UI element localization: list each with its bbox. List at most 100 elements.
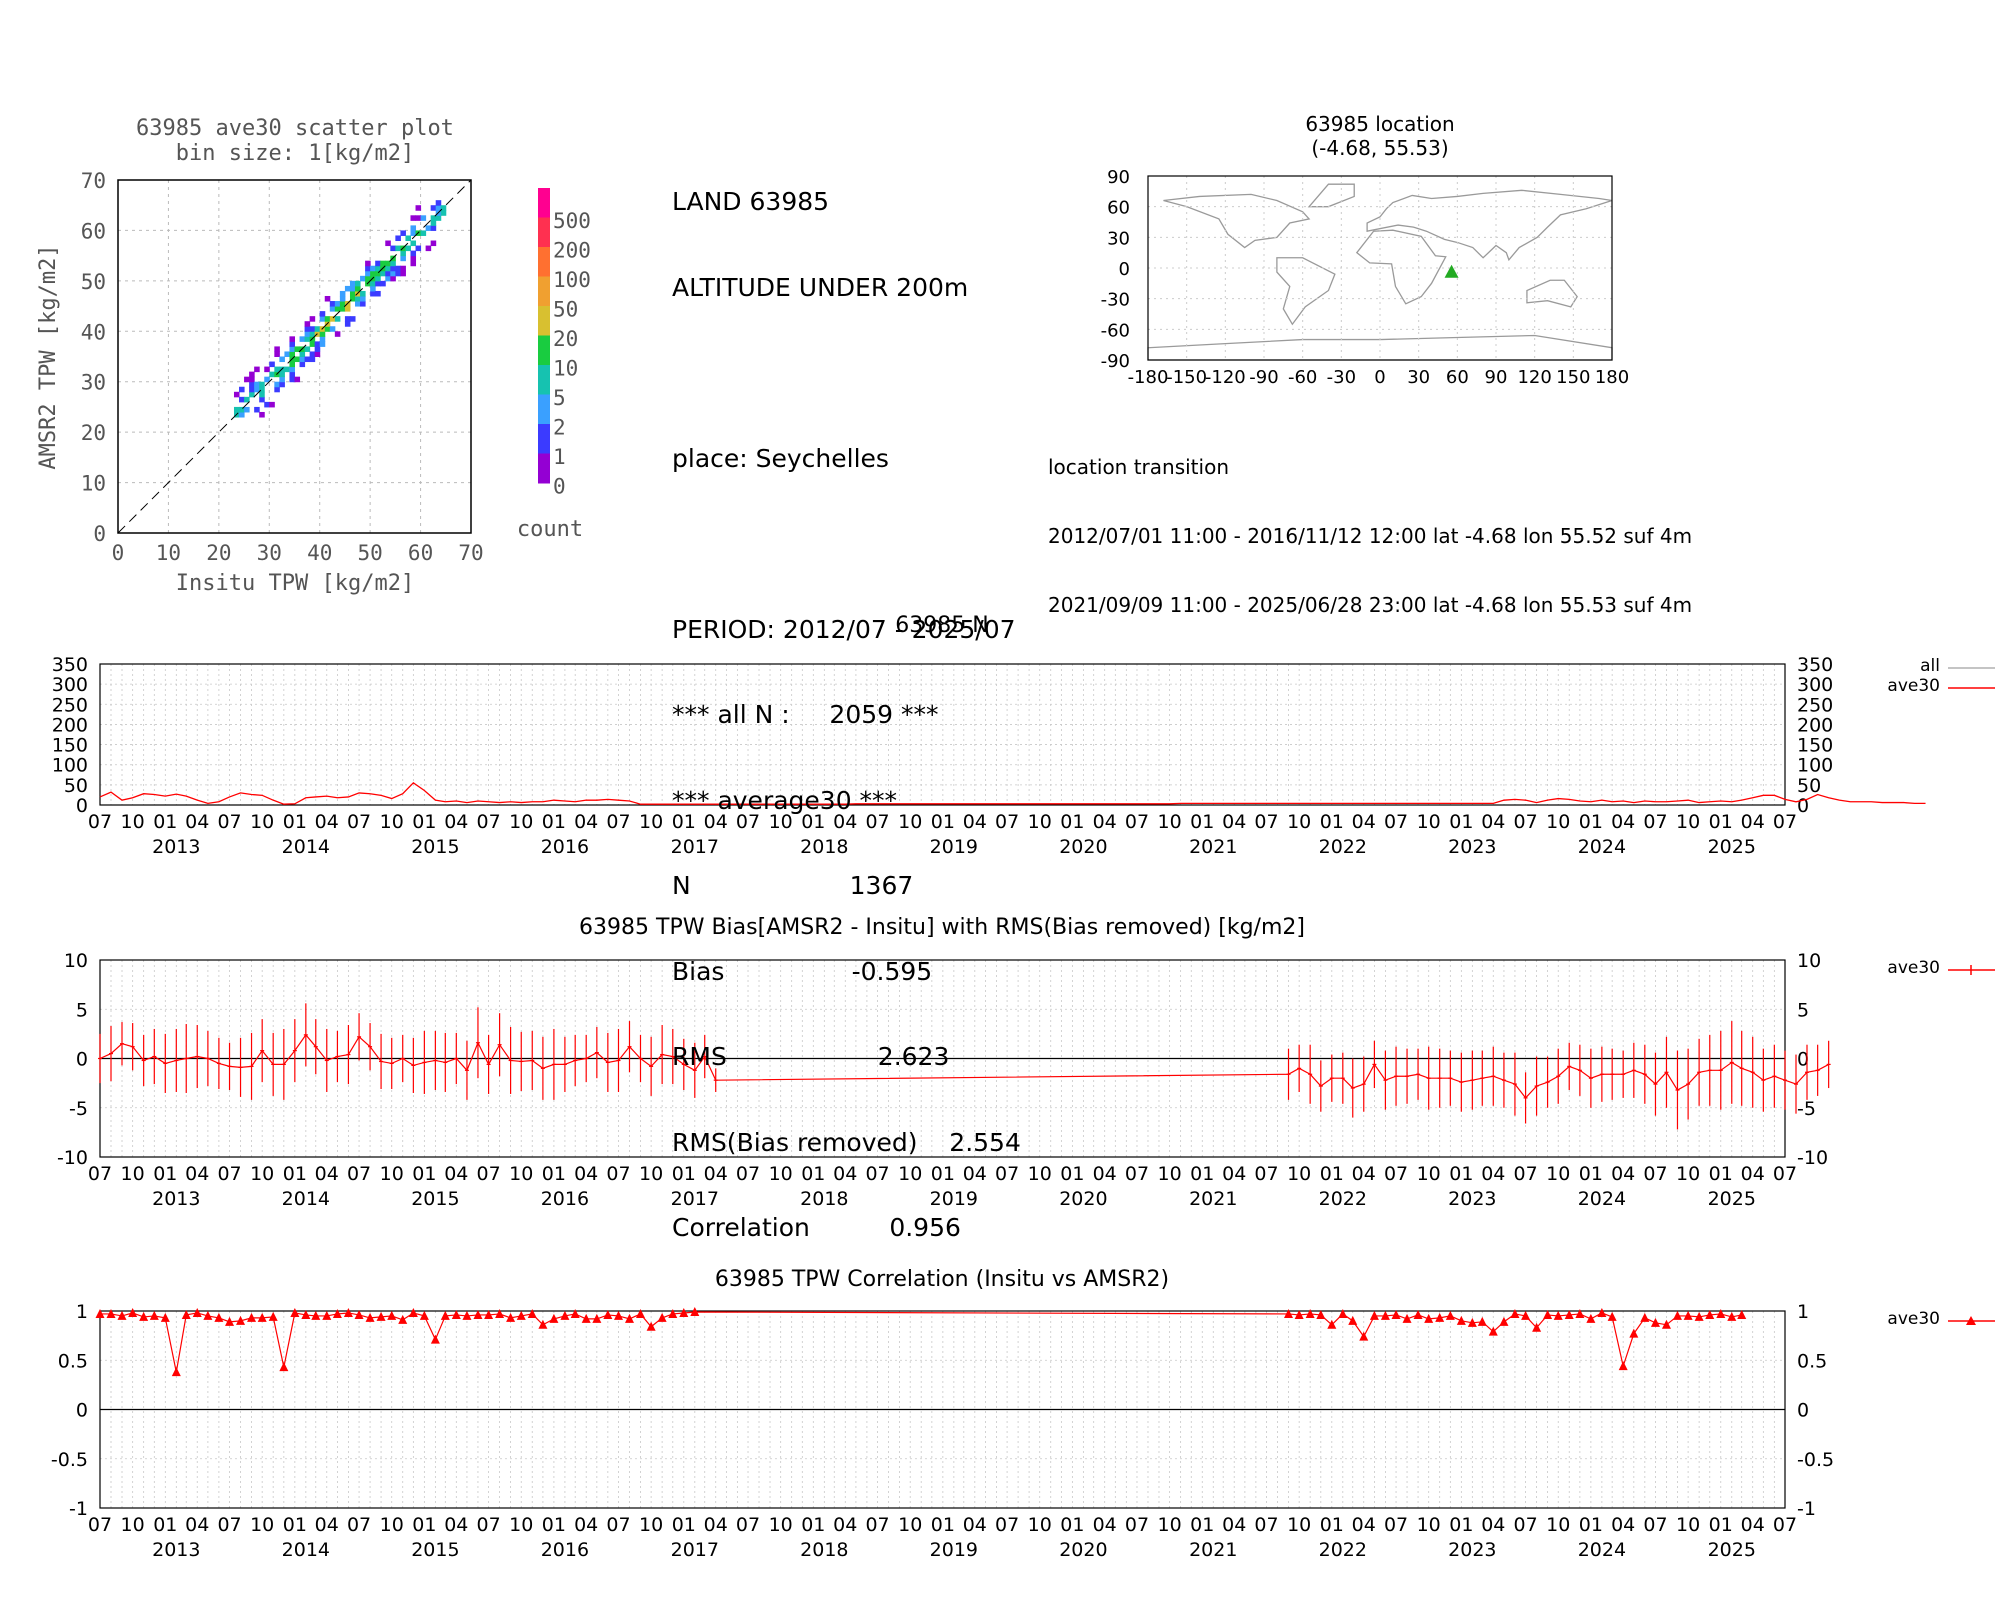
scatter-bin bbox=[400, 265, 406, 272]
corr-point bbox=[1499, 1316, 1509, 1326]
month-label: 10 bbox=[1028, 1163, 1052, 1185]
corr-point bbox=[462, 1310, 472, 1320]
scatter-bin bbox=[395, 235, 401, 242]
corr-point bbox=[679, 1307, 689, 1317]
corr-point bbox=[473, 1309, 483, 1319]
scatter-ytick: 50 bbox=[81, 270, 106, 294]
month-label: 07 bbox=[1384, 1514, 1408, 1536]
month-label: 07 bbox=[1254, 1163, 1278, 1185]
year-label: 2018 bbox=[800, 1539, 848, 1561]
legend-ave30-label: ave30 bbox=[1887, 958, 1940, 978]
year-label: 2019 bbox=[930, 1539, 978, 1561]
scatter-bin bbox=[415, 205, 422, 211]
stats-line: N 1367 bbox=[672, 871, 914, 900]
corr-point bbox=[1521, 1310, 1531, 1320]
corr-point bbox=[236, 1315, 246, 1325]
scatter-bin bbox=[440, 210, 447, 216]
ytick-left: -0.5 bbox=[51, 1449, 88, 1471]
month-label: 07 bbox=[1125, 1514, 1149, 1536]
scatter-bin bbox=[400, 270, 406, 277]
month-label: 07 bbox=[88, 1514, 112, 1536]
month-label: 07 bbox=[865, 811, 889, 833]
month-label: 10 bbox=[1676, 1514, 1700, 1536]
corr-point bbox=[1488, 1326, 1498, 1336]
corr-point bbox=[657, 1312, 667, 1322]
scatter-bin bbox=[349, 295, 356, 302]
month-label: 10 bbox=[380, 811, 404, 833]
ytick-left: 0.5 bbox=[58, 1350, 88, 1372]
ytick-left: 350 bbox=[52, 654, 88, 676]
map-subtitle: (-4.68, 55.53) bbox=[1311, 136, 1448, 160]
scatter-bin bbox=[370, 285, 376, 292]
month-label: 04 bbox=[1481, 811, 1505, 833]
map-coastline bbox=[1366, 189, 1613, 262]
month-label: 10 bbox=[898, 811, 922, 833]
corr-title: 63985 TPW Correlation (Insitu vs AMSR2) bbox=[715, 1267, 1169, 1292]
corr-point bbox=[117, 1310, 127, 1320]
corr-point bbox=[247, 1312, 257, 1322]
scatter-bin bbox=[334, 306, 341, 312]
map-coastline bbox=[1526, 279, 1578, 308]
month-label: 10 bbox=[1546, 811, 1570, 833]
scatter-bin bbox=[299, 361, 306, 368]
month-label: 10 bbox=[121, 1514, 145, 1536]
map-xtick: -30 bbox=[1327, 367, 1356, 388]
year-label: 2022 bbox=[1319, 836, 1367, 858]
scatter-bin bbox=[299, 351, 306, 357]
month-label: 01 bbox=[1060, 1514, 1084, 1536]
station-marker bbox=[1444, 264, 1459, 278]
scatter-bin bbox=[349, 290, 356, 297]
corr-point bbox=[1316, 1309, 1326, 1319]
colorbar-label: 5 bbox=[553, 386, 566, 410]
scatter-bin bbox=[289, 336, 295, 342]
month-label: 01 bbox=[1449, 1163, 1473, 1185]
year-label: 2023 bbox=[1448, 836, 1496, 858]
month-label: 10 bbox=[639, 1514, 663, 1536]
scatter-bin bbox=[344, 285, 351, 292]
month-label: 01 bbox=[542, 1163, 566, 1185]
corr-point bbox=[322, 1310, 332, 1320]
corr-point bbox=[95, 1308, 105, 1318]
stats-line: RMS 2.623 bbox=[672, 1042, 950, 1071]
scatter-xtick: 0 bbox=[112, 541, 125, 565]
corr-point bbox=[192, 1307, 202, 1317]
month-label: 10 bbox=[1676, 811, 1700, 833]
corr-point bbox=[1369, 1310, 1379, 1320]
corr-point bbox=[139, 1311, 149, 1321]
ytick-right: 200 bbox=[1797, 714, 1833, 736]
stats-line: PERIOD: 2012/07 - 2025/07 bbox=[672, 614, 1016, 644]
month-label: 01 bbox=[1320, 1163, 1344, 1185]
month-label: 01 bbox=[1579, 1514, 1603, 1536]
month-label: 10 bbox=[1417, 811, 1441, 833]
scatter-bin bbox=[319, 341, 326, 347]
scatter-bin bbox=[410, 230, 417, 236]
corr-point bbox=[1305, 1308, 1315, 1318]
scatter-bin bbox=[233, 406, 240, 413]
month-label: 01 bbox=[1320, 1514, 1344, 1536]
month-label: 01 bbox=[153, 1163, 177, 1185]
corr-point bbox=[106, 1308, 116, 1318]
corr-point bbox=[430, 1334, 440, 1344]
corr-point bbox=[581, 1313, 591, 1323]
scatter-bin bbox=[415, 215, 422, 221]
corr-point bbox=[1532, 1322, 1542, 1332]
scatter-bin bbox=[249, 381, 255, 388]
scatter-bin bbox=[274, 386, 280, 393]
month-label: 01 bbox=[672, 1163, 696, 1185]
month-label: 07 bbox=[477, 811, 501, 833]
corr-point bbox=[408, 1307, 418, 1317]
month-label: 01 bbox=[1709, 1514, 1733, 1536]
ytick-right: 50 bbox=[1797, 775, 1821, 797]
year-label: 2024 bbox=[1578, 1188, 1626, 1210]
month-label: 07 bbox=[217, 1514, 241, 1536]
month-label: 10 bbox=[769, 811, 793, 833]
scatter-bin bbox=[239, 406, 245, 413]
corr-point bbox=[538, 1319, 548, 1329]
scatter-bin bbox=[269, 401, 275, 408]
corr-point bbox=[301, 1309, 311, 1319]
corr-point bbox=[484, 1309, 494, 1319]
colorbar-segment bbox=[538, 247, 550, 277]
scatter-bin bbox=[309, 341, 316, 347]
month-label: 04 bbox=[1352, 1163, 1376, 1185]
